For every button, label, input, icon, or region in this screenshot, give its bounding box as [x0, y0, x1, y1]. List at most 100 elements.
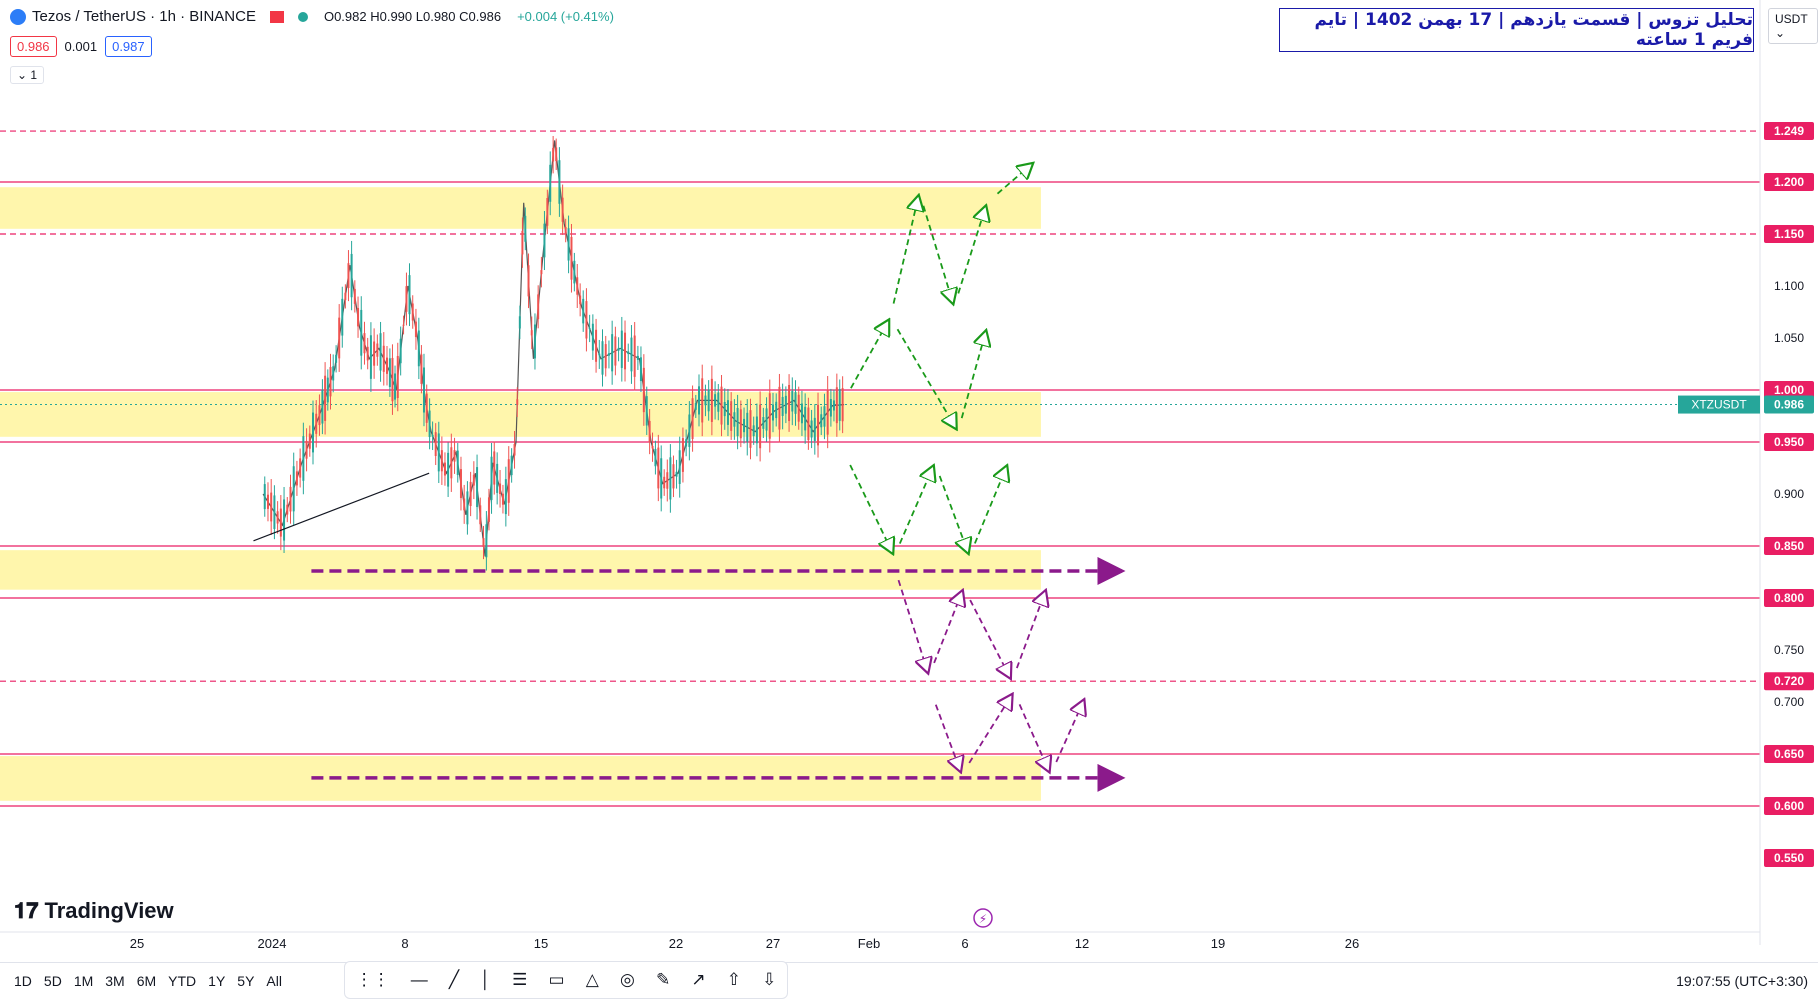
- candle-body: [701, 378, 704, 423]
- candle-body: [800, 403, 803, 424]
- arrow-up-icon[interactable]: ⇧: [726, 970, 741, 989]
- candle-body: [315, 413, 318, 434]
- candle-body: [276, 511, 279, 524]
- ohlc-values: O0.982 H0.990 L0.980 C0.986: [323, 9, 502, 24]
- price-tick-label: 0.900: [1774, 487, 1804, 501]
- candle-body: [373, 341, 376, 366]
- candle-body: [447, 452, 450, 487]
- drag-handle-icon[interactable]: ⋮⋮: [355, 970, 390, 989]
- range-5y[interactable]: 5Y: [237, 973, 255, 989]
- buy-button[interactable]: 0.987: [105, 36, 152, 57]
- candle-body: [685, 439, 688, 447]
- candle-body: [788, 384, 791, 422]
- candle-body: [516, 399, 519, 406]
- price-level-label: 0.650: [1774, 747, 1804, 761]
- candle-body: [611, 334, 614, 372]
- range-1m[interactable]: 1M: [73, 973, 94, 989]
- candle-body: [326, 377, 329, 403]
- candle-body: [746, 412, 749, 442]
- triangle-icon[interactable]: △: [585, 970, 599, 989]
- candle-body: [521, 230, 524, 255]
- horizontal-line-icon[interactable]: —: [410, 970, 428, 989]
- support-resistance-zone: [0, 392, 1041, 437]
- candle-body: [312, 412, 315, 453]
- price-tick-label: 1.100: [1774, 279, 1804, 293]
- price-level-tag: [1764, 537, 1814, 555]
- candle-body: [588, 328, 591, 330]
- candle-body: [295, 471, 298, 486]
- candle-body: [691, 398, 694, 439]
- symbol-title[interactable]: Tezos / TetherUS · 1h · BINANCE: [32, 8, 256, 25]
- bottom-bar: 1D 5D 1M 3M 6M YTD 1Y 5Y All ⋮⋮ — ╱ │ ☰ ▭ △ ◎ ✎ ↗ ⇧ ⇩ 19:07…: [0, 961, 1818, 999]
- range-6m[interactable]: 6M: [136, 973, 157, 989]
- axis-background: [1760, 0, 1818, 962]
- candle-body: [841, 388, 844, 422]
- clock[interactable]: 19:07:55 (UTC+3:30): [1676, 973, 1808, 989]
- candle-body: [639, 357, 642, 382]
- vertical-line-icon[interactable]: │: [480, 970, 491, 989]
- candle-body: [543, 223, 546, 258]
- candle-body: [749, 410, 752, 448]
- candle-body: [648, 420, 651, 443]
- candle-body: [344, 292, 347, 301]
- brush-icon[interactable]: ✎: [655, 970, 671, 989]
- candle-body: [759, 404, 762, 449]
- purple-scenario-arrow: [968, 695, 1011, 764]
- candle-body: [607, 353, 610, 356]
- time-axis: 25 2024 8 15 22 27 Feb 6 12 19 26 ⚡: [0, 908, 1760, 951]
- rectangle-icon[interactable]: ▭: [548, 970, 565, 989]
- range-1d[interactable]: 1D: [14, 973, 32, 989]
- price-level-label: 0.800: [1774, 591, 1804, 605]
- range-5d[interactable]: 5D: [43, 973, 62, 989]
- range-all[interactable]: All: [266, 973, 282, 989]
- circle-icon[interactable]: ◎: [619, 970, 635, 989]
- arrow-icon[interactable]: ↗: [691, 970, 706, 989]
- candle-body: [633, 335, 636, 377]
- range-3m[interactable]: 3M: [105, 973, 125, 989]
- sell-button[interactable]: 0.986: [10, 36, 57, 57]
- candle-body: [510, 455, 513, 476]
- arrow-down-icon[interactable]: ⇩: [762, 970, 777, 989]
- candle-body: [513, 444, 516, 456]
- indicators-toggle[interactable]: ⌄ 1: [10, 66, 45, 84]
- candle-body: [338, 317, 341, 359]
- time-tick-label: 2024: [258, 936, 287, 951]
- candle-body: [784, 395, 787, 414]
- candle-body: [369, 335, 372, 379]
- time-tick-label: 15: [534, 936, 548, 951]
- trade-panel: 0.986 0.001 0.987: [10, 36, 152, 57]
- candle-body: [396, 355, 399, 399]
- time-tick-label: 27: [766, 936, 780, 951]
- candle-body: [810, 420, 813, 438]
- price-level-tag: [1764, 381, 1814, 399]
- green-scenario-arrow: [922, 205, 952, 303]
- green-scenario-arrow: [850, 321, 888, 389]
- candle-body: [730, 401, 733, 431]
- candle-body: [752, 425, 755, 437]
- candle-body: [838, 389, 841, 421]
- chart-header: Tezos / TetherUS · 1h · BINANCE O0.982 H…: [10, 8, 614, 25]
- trend-line-icon[interactable]: ╱: [448, 970, 460, 989]
- candle-body: [499, 483, 502, 495]
- green-scenario-arrow: [896, 328, 956, 428]
- candle-body: [669, 457, 672, 500]
- candle-body: [270, 492, 273, 522]
- candle-body: [283, 499, 286, 541]
- candle-body: [302, 436, 305, 481]
- range-ytd[interactable]: YTD: [168, 973, 197, 989]
- currency-select[interactable]: USDT ⌄: [1768, 8, 1818, 44]
- candle-body: [762, 417, 765, 429]
- candle-body: [463, 498, 466, 511]
- price-levels: [0, 130, 1760, 807]
- purple-scenario-arrow: [969, 599, 1010, 677]
- candle-body: [698, 386, 701, 415]
- fib-icon[interactable]: ☰: [512, 970, 528, 989]
- candle-body: [507, 459, 510, 503]
- candle-body: [549, 164, 552, 202]
- candle-body: [437, 433, 440, 472]
- price-chart[interactable]: 1.249 1.200 1.150 1.000 0.950 0.850 0.800 0.720…: [0, 0, 1818, 962]
- flag-icon[interactable]: [269, 10, 284, 23]
- range-1y[interactable]: 1Y: [208, 973, 226, 989]
- price-level-tag: [1764, 589, 1814, 607]
- candle-body: [530, 330, 533, 336]
